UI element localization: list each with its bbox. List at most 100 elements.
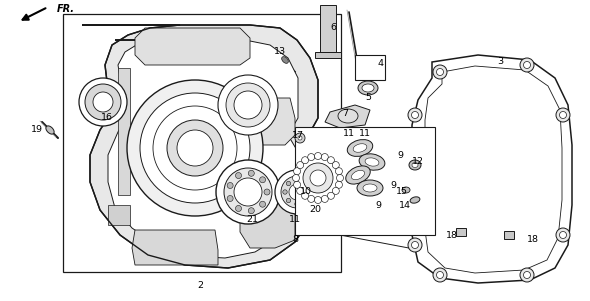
Circle shape (314, 197, 322, 203)
Text: 9: 9 (390, 181, 396, 190)
Polygon shape (108, 205, 130, 225)
Circle shape (559, 231, 566, 238)
Circle shape (295, 178, 299, 182)
Circle shape (411, 241, 418, 249)
Circle shape (556, 108, 570, 122)
Circle shape (433, 65, 447, 79)
Ellipse shape (410, 197, 420, 203)
Text: 8: 8 (292, 235, 298, 244)
Text: 14: 14 (399, 200, 411, 209)
Circle shape (520, 58, 534, 72)
Circle shape (224, 168, 272, 216)
Text: 10: 10 (300, 188, 312, 197)
Circle shape (332, 188, 339, 194)
Circle shape (234, 91, 262, 119)
Circle shape (336, 168, 342, 175)
Circle shape (308, 154, 314, 160)
Polygon shape (135, 28, 250, 65)
Circle shape (523, 61, 530, 69)
Circle shape (310, 170, 326, 186)
Ellipse shape (409, 160, 421, 170)
Circle shape (177, 130, 213, 166)
Circle shape (153, 106, 237, 190)
Polygon shape (325, 105, 370, 128)
Circle shape (218, 75, 278, 135)
Circle shape (296, 156, 340, 200)
Text: 20: 20 (309, 206, 321, 215)
Circle shape (260, 201, 266, 207)
Circle shape (227, 182, 233, 188)
Polygon shape (132, 230, 218, 265)
Polygon shape (118, 68, 130, 195)
Circle shape (308, 195, 314, 203)
Text: 5: 5 (365, 92, 371, 101)
Text: 9: 9 (397, 150, 403, 160)
Circle shape (559, 111, 566, 119)
Polygon shape (252, 98, 295, 145)
Circle shape (260, 177, 266, 183)
Ellipse shape (353, 144, 367, 152)
Text: FR.: FR. (57, 4, 75, 14)
Circle shape (226, 83, 270, 127)
Circle shape (235, 206, 241, 212)
Circle shape (85, 84, 121, 120)
Circle shape (297, 188, 304, 194)
Circle shape (281, 176, 313, 208)
Circle shape (307, 190, 311, 194)
Circle shape (227, 195, 233, 201)
Circle shape (556, 228, 570, 242)
Ellipse shape (46, 126, 54, 134)
Circle shape (322, 154, 328, 160)
Ellipse shape (346, 166, 371, 184)
Text: 3: 3 (497, 57, 503, 67)
Circle shape (411, 111, 418, 119)
Circle shape (433, 268, 447, 282)
Circle shape (298, 136, 302, 140)
Polygon shape (355, 55, 385, 80)
Text: 6: 6 (330, 23, 336, 33)
Circle shape (297, 162, 304, 169)
Polygon shape (456, 228, 466, 236)
Circle shape (523, 272, 530, 278)
Circle shape (235, 172, 241, 178)
Polygon shape (108, 40, 305, 258)
Circle shape (289, 184, 305, 200)
Circle shape (293, 175, 300, 182)
Circle shape (140, 93, 250, 203)
Text: 4: 4 (377, 58, 383, 67)
Circle shape (248, 170, 254, 176)
Circle shape (248, 208, 254, 214)
Text: 13: 13 (274, 48, 286, 57)
Circle shape (336, 181, 342, 188)
Text: 11: 11 (343, 129, 355, 138)
Ellipse shape (352, 170, 365, 180)
Ellipse shape (363, 184, 377, 192)
Circle shape (264, 189, 270, 195)
Ellipse shape (359, 154, 385, 170)
Circle shape (286, 181, 291, 186)
Circle shape (322, 195, 328, 203)
Ellipse shape (348, 140, 373, 157)
Circle shape (437, 272, 444, 278)
Circle shape (408, 238, 422, 252)
Text: 11: 11 (289, 216, 301, 225)
Circle shape (314, 153, 322, 160)
Circle shape (167, 120, 223, 176)
Ellipse shape (358, 81, 378, 95)
Text: 12: 12 (412, 157, 424, 166)
Ellipse shape (338, 109, 358, 123)
Text: 11: 11 (359, 129, 371, 138)
Polygon shape (412, 55, 572, 283)
Text: 2: 2 (197, 281, 203, 290)
Ellipse shape (281, 57, 289, 63)
Text: 15: 15 (396, 188, 408, 197)
Ellipse shape (362, 84, 374, 92)
Circle shape (286, 198, 291, 203)
Text: 16: 16 (101, 113, 113, 122)
Circle shape (93, 92, 113, 112)
Circle shape (294, 181, 300, 188)
Circle shape (327, 192, 335, 199)
Circle shape (79, 78, 127, 126)
Circle shape (303, 198, 308, 203)
Text: 21: 21 (246, 216, 258, 225)
